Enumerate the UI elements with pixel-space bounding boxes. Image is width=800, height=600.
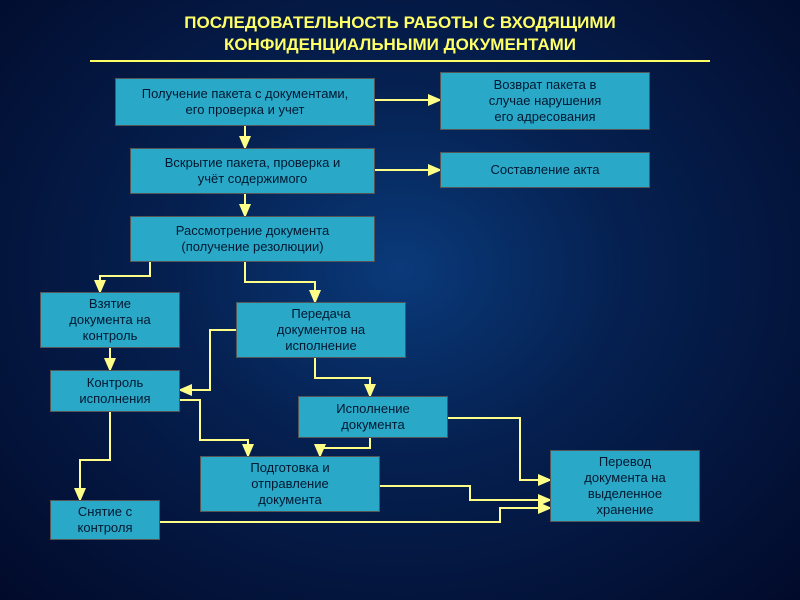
- edge-n5-n6: [100, 262, 150, 292]
- flowchart-node-n4: Составление акта: [440, 152, 650, 188]
- flowchart-node-n6: Взятие документа на контроль: [40, 292, 180, 348]
- flowchart-node-n5: Рассмотрение документа (получение резолю…: [130, 216, 375, 262]
- flowchart-node-n12: Перевод документа на выделенное хранение: [550, 450, 700, 522]
- flowchart-node-n3: Вскрытие пакета, проверка и учёт содержи…: [130, 148, 375, 194]
- flowchart-node-n7: Передача документов на исполнение: [236, 302, 406, 358]
- flowchart-node-n9: Исполнение документа: [298, 396, 448, 438]
- flowchart-node-n8: Контроль исполнения: [50, 370, 180, 412]
- title-line1: ПОСЛЕДОВАТЕЛЬНОСТЬ РАБОТЫ С ВХОДЯЩИМИ: [184, 13, 615, 32]
- edge-n10-n12: [380, 486, 550, 500]
- flowchart-node-n1: Получение пакета с документами, его пров…: [115, 78, 375, 126]
- title-line2: КОНФИДЕНЦИАЛЬНЫМИ ДОКУМЕНТАМИ: [224, 35, 576, 54]
- edge-n7-n8: [180, 330, 236, 390]
- page-title: ПОСЛЕДОВАТЕЛЬНОСТЬ РАБОТЫ С ВХОДЯЩИМИ КО…: [0, 12, 800, 56]
- flowchart-node-n11: Снятие с контроля: [50, 500, 160, 540]
- edge-n8-n11: [80, 412, 110, 500]
- edge-n9-n10: [320, 438, 370, 456]
- flowchart-node-n10: Подготовка и отправление документа: [200, 456, 380, 512]
- edge-n8-n10: [180, 400, 248, 456]
- edge-n9-n12: [448, 418, 550, 480]
- title-underline: [90, 60, 710, 62]
- edge-n7-n9: [315, 358, 370, 396]
- edge-n5-n7: [245, 262, 315, 302]
- flowchart-node-n2: Возврат пакета в случае нарушения его ад…: [440, 72, 650, 130]
